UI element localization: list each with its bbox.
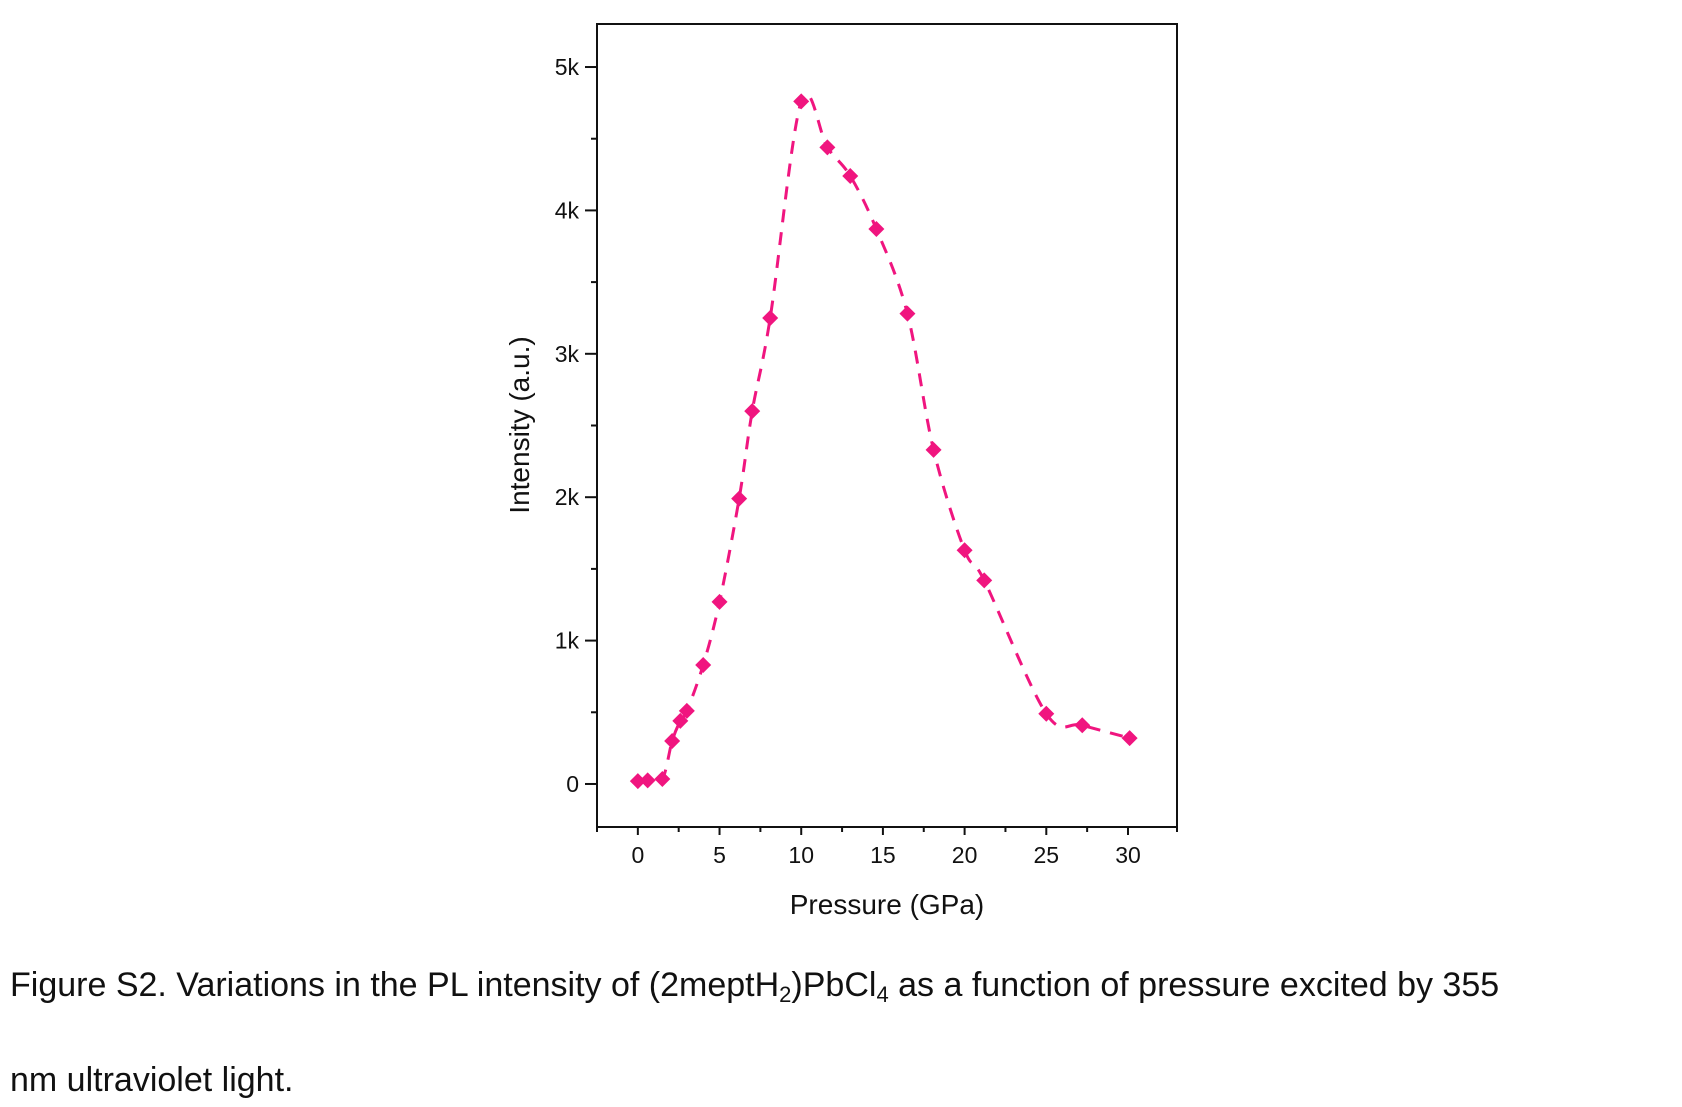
x-tick-label: 25 [1033, 842, 1059, 868]
data-point-marker [695, 656, 712, 673]
data-markers [629, 93, 1138, 790]
data-point-marker [1038, 705, 1055, 722]
x-tick-label: 15 [870, 842, 896, 868]
data-point-marker [654, 770, 671, 787]
y-tick-label: 1k [555, 628, 580, 654]
y-axis-title: Intensity (a.u.) [504, 336, 535, 513]
x-tick-label: 5 [713, 842, 726, 868]
data-point-marker [899, 305, 916, 322]
caption-subscript-4: 4 [876, 982, 889, 1007]
y-tick-label: 3k [555, 341, 580, 367]
y-axis: 0 1k 2k 3k 4k 5k [555, 54, 597, 797]
data-point-marker [842, 167, 859, 184]
data-point-marker [819, 139, 836, 156]
data-point-marker [678, 702, 695, 719]
y-tick-label: 0 [566, 771, 579, 797]
data-point-marker [956, 542, 973, 559]
x-tick-label: 10 [788, 842, 814, 868]
figure-caption-line-2: nm ultraviolet light. [10, 1061, 294, 1099]
x-tick-label: 30 [1115, 842, 1141, 868]
x-tick-label: 20 [952, 842, 978, 868]
data-point-marker [1121, 730, 1138, 747]
y-tick-label: 2k [555, 484, 580, 510]
caption-text-3: as a function of pressure excited by 355 [888, 966, 1500, 1004]
data-point-marker [793, 93, 810, 110]
figure-caption-line-1: Figure S2. Variations in the PL intensit… [10, 968, 1670, 1006]
data-point-marker [762, 309, 779, 326]
caption-text-2: )PbCl [791, 966, 877, 1004]
data-point-marker [664, 732, 681, 749]
data-point-marker [1074, 717, 1091, 734]
x-axis: 0 5 10 15 20 25 30 [596, 827, 1178, 868]
data-point-marker [976, 572, 993, 589]
dashed-fit-line [637, 92, 1131, 784]
caption-subscript-2: 2 [779, 982, 792, 1007]
x-axis-title: Pressure (GPa) [790, 889, 985, 920]
data-point-marker [629, 773, 646, 790]
data-point-marker [925, 441, 942, 458]
data-point-marker [731, 490, 748, 507]
y-tick-label: 4k [555, 197, 580, 223]
x-tick-label: 0 [631, 842, 644, 868]
caption-text-1: Figure S2. Variations in the PL intensit… [10, 966, 780, 1004]
y-tick-label: 5k [555, 54, 580, 80]
data-point-marker [639, 772, 656, 789]
data-point-marker [711, 593, 728, 610]
data-point-marker [868, 221, 885, 238]
data-point-marker [744, 403, 761, 420]
data-point-marker [672, 712, 689, 729]
